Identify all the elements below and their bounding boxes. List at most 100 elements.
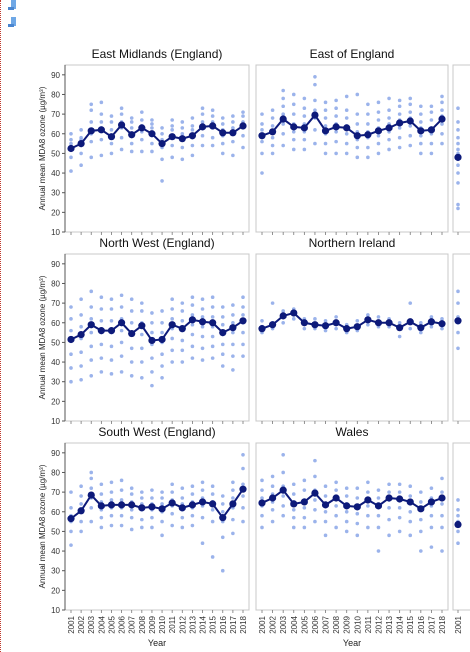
panel-5-site-point: [419, 517, 423, 522]
panel-3-mean-point: [396, 324, 404, 332]
panel-5-site-point: [302, 488, 307, 492]
panel-2-mean-point: [229, 324, 237, 332]
panel-5-site-point: [397, 490, 402, 494]
panel-4-site-point: [140, 525, 144, 530]
panel-2-site-point: [69, 366, 73, 370]
panel-0-mean-point: [77, 139, 85, 148]
panel-5-site-point: [313, 474, 317, 479]
panel-1-site-point: [260, 128, 264, 132]
panel-0-site-point: [231, 153, 235, 158]
panel-0-site-point: [210, 135, 215, 140]
strip-mean-point: [454, 317, 462, 325]
panel-5-mean-line: [261, 488, 443, 511]
panel-0-site-point: [170, 155, 174, 160]
panel-5-site-point: [281, 504, 285, 508]
panel-4-site-point: [170, 490, 174, 494]
panel-1-site-point: [366, 112, 370, 116]
panel-4-mean-point: [107, 501, 116, 509]
panel-4-mean-point: [97, 502, 105, 510]
panel-2-site-point: [150, 383, 154, 388]
panel-4-site-point: [150, 488, 154, 492]
panel-5-site-point: [429, 486, 434, 490]
panel-4-mean-point: [178, 504, 186, 512]
panel-4-site-point: [150, 525, 154, 530]
panel-1-site-point: [387, 96, 391, 101]
panel-2-site-point: [69, 317, 73, 321]
panel-1-site-point: [323, 100, 328, 105]
panel-4-site-point: [89, 506, 94, 510]
panel-1-mean-point: [290, 123, 298, 131]
panel-5-mean-point: [364, 496, 372, 504]
panel-5-site-point: [366, 490, 370, 494]
panel-1-site-point: [366, 155, 370, 160]
panel-2-site-point: [220, 342, 225, 347]
panel-2-site-point: [150, 311, 154, 315]
panel-1-site-point: [313, 141, 317, 146]
panel-0-site-point: [190, 116, 195, 120]
panel-3-mean-point: [268, 321, 277, 329]
panel-1-mean-point: [396, 119, 404, 127]
panel-2-site-point: [109, 307, 114, 311]
panel-1-site-point: [344, 131, 349, 136]
panel-3-site-point: [397, 334, 402, 339]
panel-4-site-point: [140, 496, 144, 500]
panel-2-y-tick-label: 20: [51, 397, 60, 406]
panel-0-site-point: [79, 135, 83, 140]
panel-4-mean-point: [87, 491, 95, 499]
panel-0-site-point: [109, 114, 114, 118]
panel-5-site-point: [387, 490, 391, 494]
panel-3-site-point: [281, 320, 285, 325]
panel-5-mean-point: [332, 494, 340, 502]
panel-4-site-point: [109, 480, 114, 485]
panel-2-site-point: [119, 305, 124, 309]
panel-1-site-point: [302, 137, 307, 142]
panel-0-site-point: [119, 147, 124, 152]
panel-0-site-point: [129, 141, 134, 146]
panel-2-site-point: [160, 320, 164, 325]
panel-4-mean-point: [198, 498, 207, 506]
panel-3-frame: [255, 253, 449, 422]
panel-5-site-point: [344, 494, 349, 498]
panel-2-site-point: [119, 328, 124, 333]
panel-0-site-point: [180, 157, 185, 162]
panel-1-site-point: [387, 108, 391, 112]
panel-1-site-point: [281, 143, 285, 148]
panel-1-mean-point: [427, 126, 436, 134]
panel-4-site-point: [220, 502, 225, 506]
panel-4-site-point: [210, 555, 215, 559]
panel-1-site-point: [260, 122, 264, 126]
panel-5-site-point: [440, 476, 444, 481]
x-tick-label: 2005: [107, 615, 116, 633]
panel-4-mean-point: [67, 515, 75, 523]
x-tick-label: 2006: [118, 615, 127, 633]
panel-1-site-point: [429, 151, 434, 156]
panel-3-site-point: [270, 301, 275, 305]
panel-4-site-point: [79, 529, 83, 534]
panel-5-mean-point: [279, 486, 287, 494]
panel-1-site-point: [419, 133, 423, 138]
panel-2-site-point: [160, 364, 164, 368]
panel-3-site-point: [281, 309, 285, 313]
panel-4-y-tick-label: 60: [51, 508, 60, 517]
panel-2-site-point: [220, 322, 225, 327]
panel-5-mean-point: [311, 489, 319, 497]
panel-1-site-point: [270, 135, 275, 140]
panel-4-site-point: [210, 484, 215, 489]
panel-4-mean-line: [70, 488, 244, 520]
panel-3-site-point: [302, 326, 307, 331]
x-tick-label: 2014: [199, 615, 208, 633]
panel-2-site-point: [170, 297, 174, 301]
panel-1-site-point: [323, 151, 328, 156]
panel-5-site-point: [291, 508, 296, 512]
panel-1-site-point: [291, 92, 296, 97]
panel-5-site-point: [323, 494, 328, 498]
x-tick-label: 2013: [188, 615, 197, 633]
panel-0-mean-point: [117, 121, 126, 129]
x-tick-label: 2017: [229, 615, 238, 633]
panel-0-site-point: [69, 137, 73, 142]
strip-site-point: [456, 289, 460, 294]
panel-5-site-point: [334, 525, 338, 530]
panel-4-site-point: [231, 531, 235, 536]
panel-2-site-point: [160, 375, 164, 380]
panel-0-y-tick-label: 30: [51, 189, 60, 198]
